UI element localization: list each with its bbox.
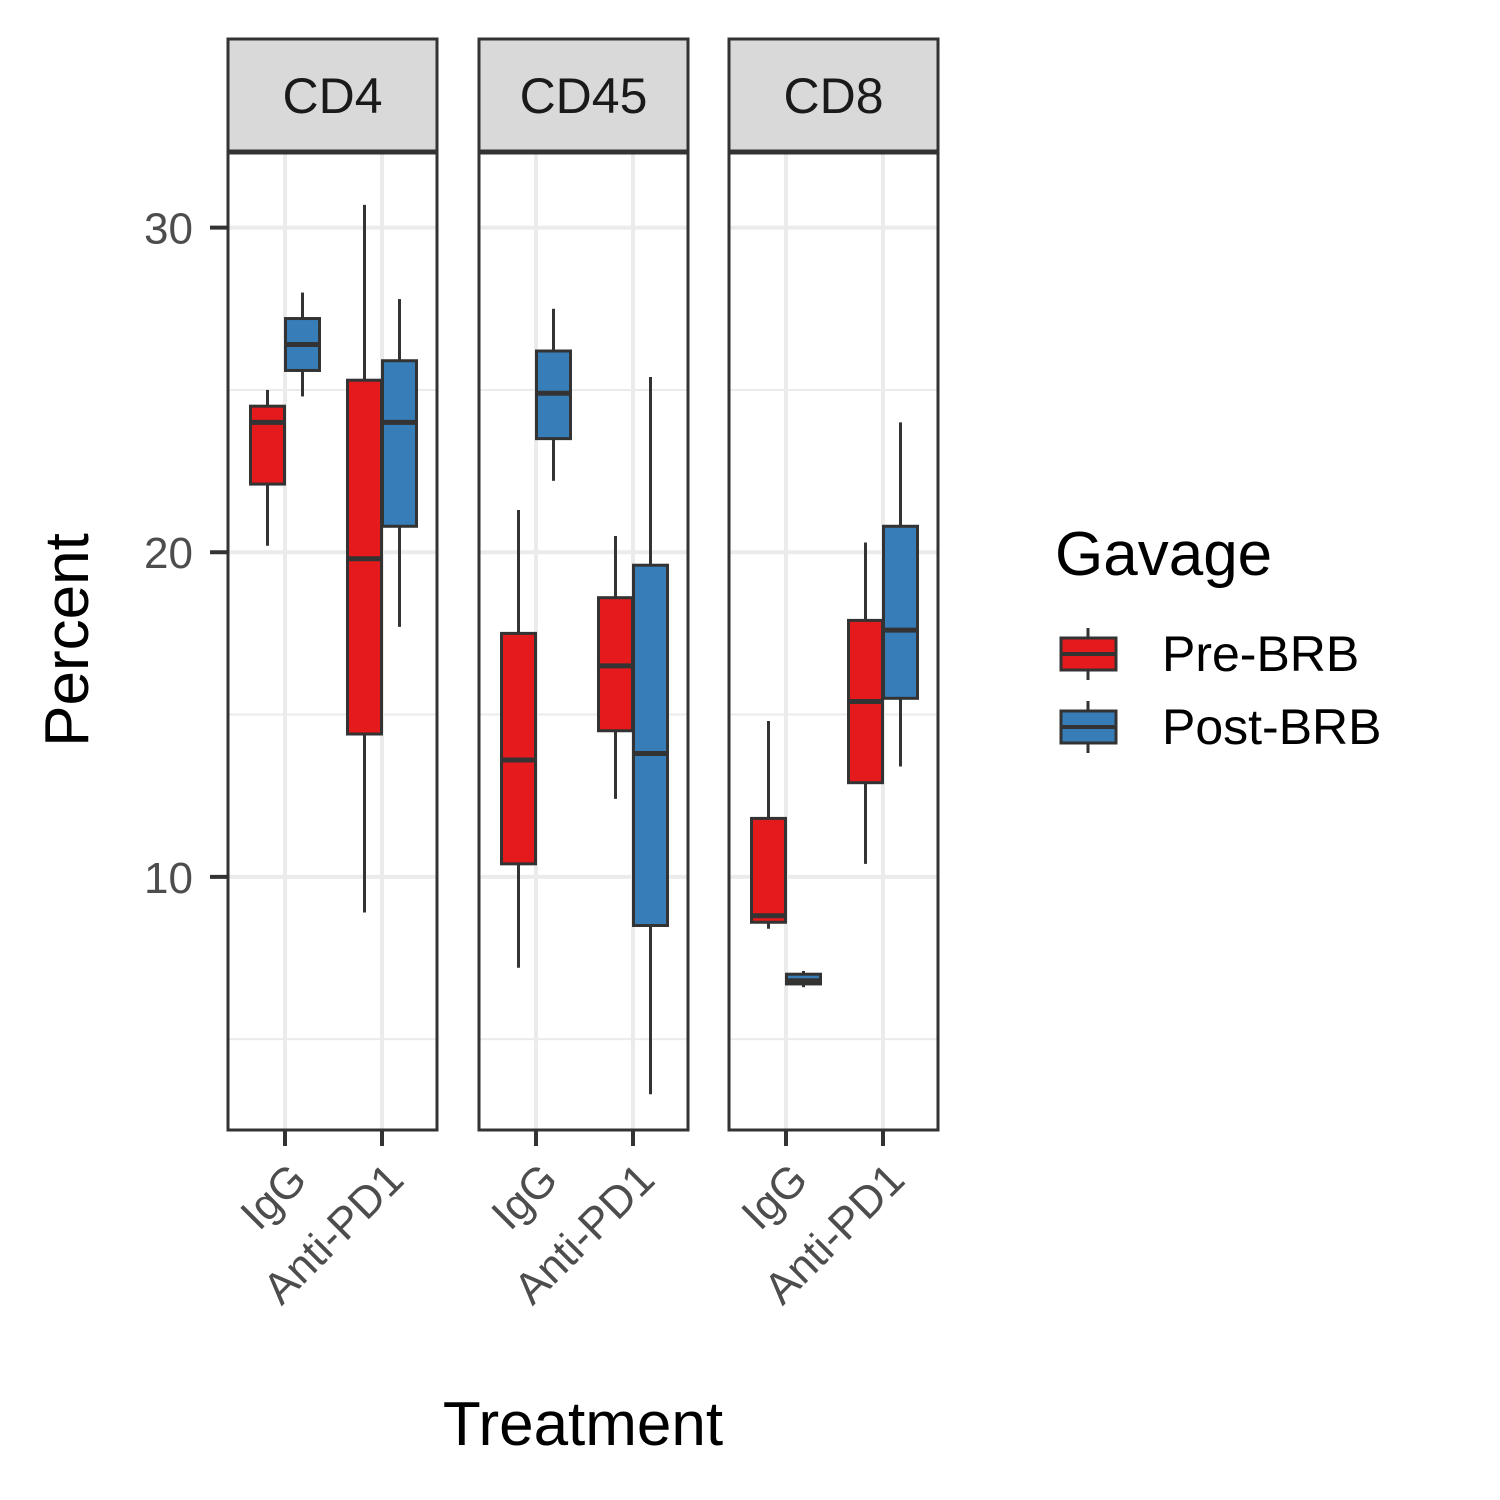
legend-item-pre-brb: Pre-BRB <box>1059 626 1359 682</box>
legend-item-post-brb: Post-BRB <box>1059 699 1382 755</box>
panel-border <box>226 151 439 1132</box>
box-post-brb-igg-cd4 <box>284 292 321 397</box>
facet-strip-label: CD4 <box>282 68 382 124</box>
legend-label: Post-BRB <box>1162 699 1382 755</box>
x-tick-label: IgG <box>231 1154 316 1239</box>
box-pre-brb-anti-pd1-cd45 <box>597 536 634 799</box>
facet-strip <box>477 37 690 153</box>
y-axis-title: Percent <box>33 533 102 747</box>
legend-title: Gavage <box>1055 520 1272 589</box>
panel-border <box>727 151 940 1132</box>
box-body <box>249 404 286 486</box>
panels-layer: CD4IgGAnti-PD1CD45IgGAnti-PD1CD8IgGAnti-… <box>226 37 940 1314</box>
y-tick-label: 10 <box>144 854 193 903</box>
x-tick-label: IgG <box>732 1154 817 1239</box>
box-pre-brb-anti-pd1-cd4 <box>346 204 383 913</box>
facet-strip-label: CD45 <box>520 68 648 124</box>
box-body <box>632 563 669 928</box>
box-post-brb-anti-pd1-cd8 <box>882 422 919 767</box>
x-axis-title: Treatment <box>443 1390 723 1459</box>
box-pre-brb-igg-cd8 <box>750 721 787 929</box>
box-post-brb-igg-cd8 <box>785 970 822 988</box>
box-post-brb-igg-cd45 <box>535 308 572 481</box>
legend-label: Pre-BRB <box>1162 626 1359 682</box>
y-tick-label: 30 <box>144 205 193 254</box>
box-pre-brb-igg-cd45 <box>500 510 537 968</box>
box-post-brb-anti-pd1-cd4 <box>381 299 418 627</box>
box-pre-brb-anti-pd1-cd8 <box>847 542 884 864</box>
y-axis: 10 20 30 <box>144 205 228 903</box>
legend: Gavage Pre-BRB Post-BRB <box>1055 520 1382 755</box>
panel-border <box>477 151 690 1132</box>
x-tick-label: IgG <box>482 1154 567 1239</box>
facet-strip-label: CD8 <box>783 68 883 124</box>
panel-background <box>228 153 437 1130</box>
facet-strip <box>226 37 439 153</box>
box-body <box>882 524 919 700</box>
box-pre-brb-igg-cd4 <box>249 389 286 546</box>
y-tick-label: 20 <box>144 529 193 578</box>
box-body <box>750 816 787 924</box>
box-body <box>500 631 537 866</box>
box-post-brb-anti-pd1-cd45 <box>632 376 669 1095</box>
box-body <box>381 359 418 528</box>
facet-strip <box>727 37 940 153</box>
